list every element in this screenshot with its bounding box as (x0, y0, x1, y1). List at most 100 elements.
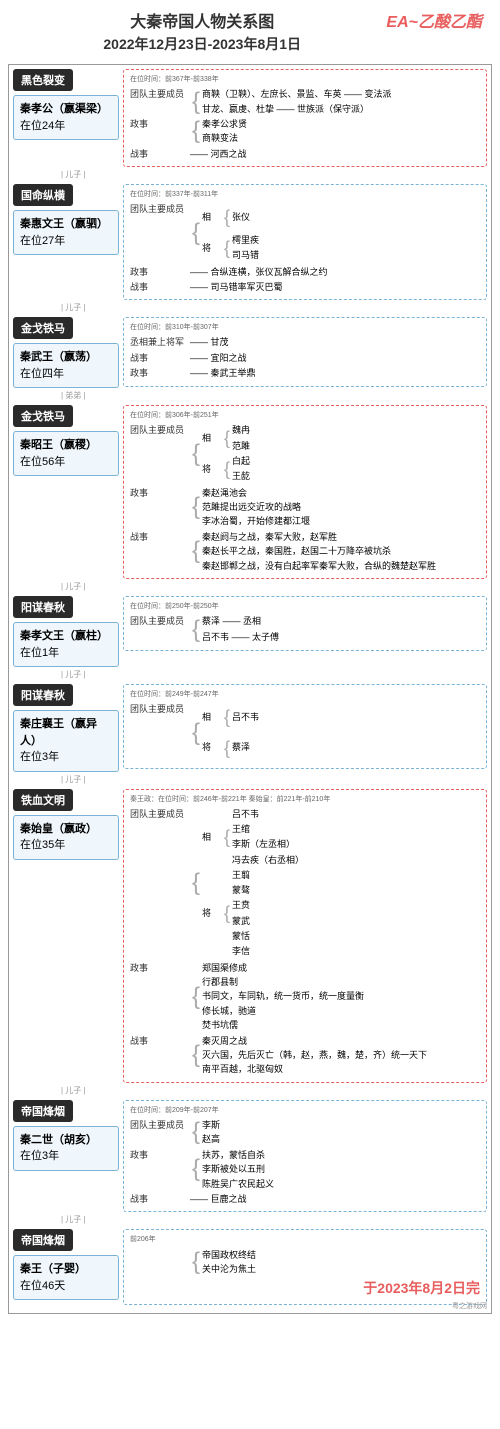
king-box: 秦始皇（嬴政）在位35年 (13, 815, 119, 860)
list-item: 秦赵阏与之战，秦军大败，赵军胜 (202, 530, 436, 544)
row-label: 政事 (130, 486, 190, 500)
reign-dates: 在位时间：前337年-前311年 (130, 189, 480, 200)
bracket-icon: { (192, 90, 200, 114)
era-tag: 帝国烽烟 (13, 1229, 73, 1251)
sub-label: 将 (202, 906, 222, 921)
list-item: 焚书坑儒 (202, 1018, 364, 1032)
right-column: 在位时间：前249年-前247年团队主要成员{相{吕不韦将{蔡泽 (123, 684, 487, 772)
sub-bracket-icon: { (224, 822, 230, 853)
list-item: 秦赵长平之战，秦国胜，赵国二十万降卒被坑杀 (202, 544, 436, 558)
right-column: 在位时间：前310年-前307年丞相兼上将军—— 甘茂战事—— 宜阳之战政事——… (123, 317, 487, 388)
row-content: —— 河西之战 (190, 147, 480, 161)
connector-label: | 儿子 | (13, 581, 487, 592)
era-tag: 帝国烽烟 (13, 1100, 73, 1122)
left-column: 黑色裂变秦孝公（嬴渠梁）在位24年 (13, 69, 123, 167)
reign-length: 在位3年 (20, 1148, 112, 1165)
sub-items: 王翦蒙骜王贲蒙武蒙恬李信 (232, 868, 250, 960)
bracket-icon: { (192, 221, 200, 245)
reign-length: 在位24年 (20, 118, 112, 135)
sub-group: 相{魏冉范雎 (202, 423, 250, 454)
info-row: 政事—— 合纵连横，张仪瓦解合纵之约 (130, 265, 480, 279)
row-label: 政事 (130, 265, 190, 279)
bracket-icon: { (192, 1043, 200, 1067)
info-row: 团队主要成员{相{魏冉范雎将{白起王龁 (130, 423, 480, 484)
reign-dates: 前206年 (130, 1234, 480, 1245)
nested-content: 相{吕不韦王绾李斯（左丞相）冯去疾（右丞相）将{王翦蒙骜王贲蒙武蒙恬李信 (202, 807, 304, 960)
list-item: 秦灭周之战 (202, 1034, 427, 1048)
pair-item: 吕不韦 —— 太子傅 (202, 630, 279, 645)
info-row: 战事{秦赵阏与之战，秦军大败，赵军胜秦赵长平之战，秦国胜，赵国二十万降卒被坑杀秦… (130, 530, 480, 573)
bracket-icon: { (192, 721, 200, 745)
list-item: 南平百越，北驱匈奴 (202, 1062, 427, 1076)
sub-label: 将 (202, 241, 222, 256)
list-item: 关中沦为焦土 (202, 1262, 256, 1276)
list-item: 秦孝公求贤 (202, 117, 247, 131)
era-tag: 阳谋春秋 (13, 684, 73, 706)
info-row: 政事—— 秦武王举鼎 (130, 366, 480, 380)
right-column: 在位时间：前250年-前250年团队主要成员{蔡泽 —— 丞相吕不韦 —— 太子… (123, 596, 487, 667)
king-box: 秦孝公（嬴渠梁）在位24年 (13, 95, 119, 140)
list-item: 陈胜吴广农民起义 (202, 1177, 274, 1191)
sub-item: 魏冉 (232, 423, 250, 438)
era-tag: 铁血文明 (13, 789, 73, 811)
connector-label: | 儿子 | (13, 302, 487, 313)
sub-item: 吕不韦 (232, 710, 259, 725)
connector-label: | 弟弟 | (13, 390, 487, 401)
era-block: 黑色裂变秦孝公（嬴渠梁）在位24年在位时间：前367年-前338年团队主要成员{… (13, 69, 487, 180)
sub-bracket-icon: { (224, 423, 230, 454)
left-column: 帝国烽烟秦王（子婴）在位46天 (13, 1229, 123, 1304)
bracket-item: 甘龙、嬴虔、杜挚 —— 世族派（保守派） (202, 102, 392, 116)
connector-label: | 儿子 | (13, 1085, 487, 1096)
row-label: 战事 (130, 351, 190, 365)
info-box: 在位时间：前306年-前251年团队主要成员{相{魏冉范雎将{白起王龁政事{秦赵… (123, 405, 487, 579)
list-item: 郑国渠修成 (202, 961, 364, 975)
row-content: —— 巨鹿之战 (190, 1192, 480, 1206)
sub-bracket-icon: { (224, 202, 230, 233)
connector-label: | 儿子 | (13, 1214, 487, 1225)
info-box: 在位时间：前337年-前311年团队主要成员{相{张仪将{樗里疾司马错政事—— … (123, 184, 487, 300)
reign-dates: 在位时间：前310年-前307年 (130, 322, 480, 333)
left-column: 阳谋春秋秦庄襄王（嬴异人）在位3年 (13, 684, 123, 772)
row-content: —— 甘茂 (190, 335, 480, 349)
header: 大秦帝国人物关系图 2022年12月23日-2023年8月1日 EA~乙酸乙酯 (8, 8, 492, 54)
era-tag: 金戈铁马 (13, 405, 73, 427)
sub-group: 相{张仪 (202, 202, 259, 233)
sub-item: 蒙骜 (232, 883, 250, 898)
sub-item: 李斯（左丞相） (232, 837, 304, 852)
sub-label: 相 (202, 210, 222, 225)
info-box: 秦王政：在位时间：前246年-前221年 秦始皇：前221年-前210年团队主要… (123, 789, 487, 1083)
info-box: 在位时间：前367年-前338年团队主要成员{商鞅（卫鞅）、左庶长、景监、车英 … (123, 69, 487, 167)
completion-note: 于2023年8月2日完 (130, 1277, 480, 1299)
info-row: 政事{秦孝公求贤商鞅变法 (130, 117, 480, 146)
info-row: 团队主要成员{相{张仪将{樗里疾司马错 (130, 202, 480, 263)
king-box: 秦王（子婴）在位46天 (13, 1255, 119, 1300)
right-column: 在位时间：前209年-前207年团队主要成员{李斯赵高政事{扶苏，蒙恬自杀李斯被… (123, 1100, 487, 1213)
list-item: 灭六国，先后灭亡（韩，赵，燕，魏，楚，齐）统一天下 (202, 1048, 427, 1062)
row-label: 战事 (130, 530, 190, 544)
sub-items: 樗里疾司马错 (232, 233, 259, 264)
row-label: 团队主要成员 (130, 202, 190, 216)
row-label: 政事 (130, 366, 190, 380)
list-content: 帝国政权终结关中沦为焦土 (202, 1248, 256, 1277)
info-row: 团队主要成员{蔡泽 —— 丞相吕不韦 —— 太子傅 (130, 614, 480, 645)
pairs-content: 蔡泽 —— 丞相吕不韦 —— 太子傅 (202, 614, 279, 645)
sub-bracket-icon: { (224, 702, 230, 733)
reign-length: 在位27年 (20, 233, 112, 250)
era-block: 阳谋春秋秦孝文王（嬴柱）在位1年在位时间：前250年-前250年团队主要成员{蔡… (13, 596, 487, 680)
diagram-wrap: 黑色裂变秦孝公（嬴渠梁）在位24年在位时间：前367年-前338年团队主要成员{… (8, 64, 492, 1314)
sub-item: 樗里疾 (232, 233, 259, 248)
info-row: 战事—— 巨鹿之战 (130, 1192, 480, 1206)
info-row: 战事—— 宜阳之战 (130, 351, 480, 365)
info-row: 战事{秦灭周之战灭六国，先后灭亡（韩，赵，燕，魏，楚，齐）统一天下南平百越，北驱… (130, 1034, 480, 1077)
info-row: 政事{郑国渠修成行郡县制书同文，车同轨，统一货币，统一度量衡修长城，驰道焚书坑儒 (130, 961, 480, 1033)
info-row: 丞相兼上将军—— 甘茂 (130, 335, 480, 349)
bracket-item: 商鞅（卫鞅）、左庶长、景监、车英 —— 变法派 (202, 87, 392, 101)
list-content: 秦赵阏与之战，秦军大败，赵军胜秦赵长平之战，秦国胜，赵国二十万降卒被坑杀秦赵邯郸… (202, 530, 436, 573)
era-block: 帝国烽烟秦王（子婴）在位46天前206年{帝国政权终结关中沦为焦土于2023年8… (13, 1229, 487, 1304)
pair-item: 蔡泽 —— 丞相 (202, 614, 279, 629)
king-box: 秦孝文王（嬴柱）在位1年 (13, 622, 119, 667)
row-label: 战事 (130, 147, 190, 161)
row-label: 团队主要成员 (130, 1118, 190, 1132)
right-column: 在位时间：前367年-前338年团队主要成员{商鞅（卫鞅）、左庶长、景监、车英 … (123, 69, 487, 167)
row-content: —— 司马错率军灭巴蜀 (190, 280, 480, 294)
